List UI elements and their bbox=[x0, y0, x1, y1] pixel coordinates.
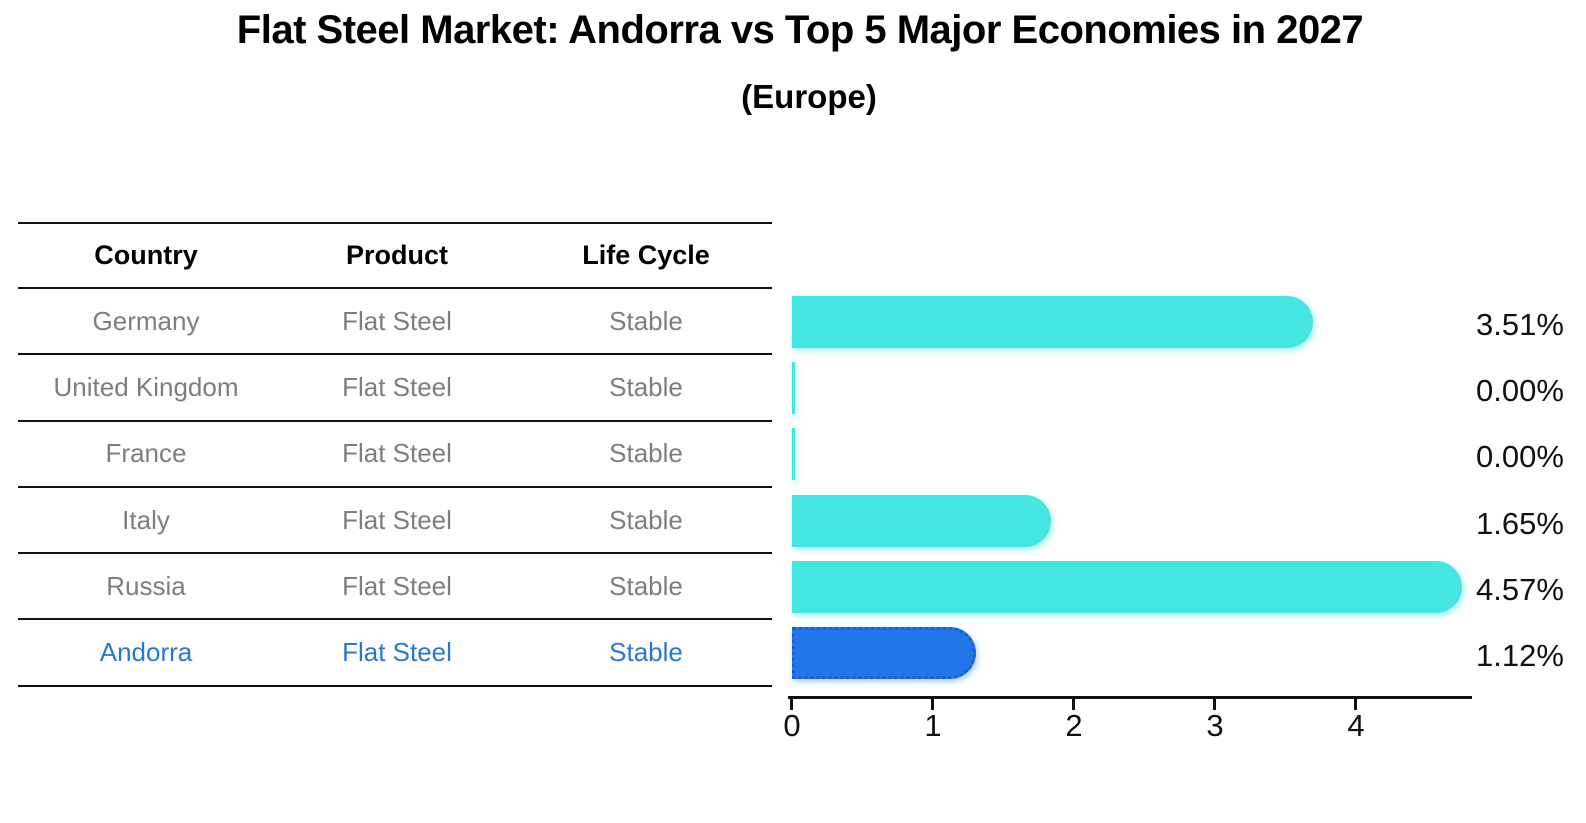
x-axis-tick-label: 2 bbox=[1065, 708, 1083, 743]
lifecycle-cell: Stable bbox=[609, 570, 683, 601]
bar-italy bbox=[792, 495, 1051, 547]
bar-russia bbox=[792, 561, 1463, 613]
x-axis-tick-label: 4 bbox=[1347, 708, 1365, 743]
product-cell: Flat Steel bbox=[342, 504, 452, 535]
table-row: France Flat Steel Stable bbox=[18, 422, 772, 488]
lifecycle-cell: Stable bbox=[609, 371, 683, 402]
product-cell: Flat Steel bbox=[342, 305, 452, 336]
x-axis-line bbox=[788, 696, 1472, 699]
table-row: Italy Flat Steel Stable bbox=[18, 488, 772, 555]
country-cell: Russia bbox=[106, 570, 186, 601]
bar-france bbox=[792, 428, 795, 480]
x-axis-tick-label: 1 bbox=[924, 708, 942, 743]
lifecycle-cell: Stable bbox=[609, 504, 683, 535]
product-cell: Flat Steel bbox=[342, 371, 452, 402]
country-cell: Andorra bbox=[99, 637, 193, 668]
product-cell: Flat Steel bbox=[342, 637, 452, 668]
bar-united-kingdom bbox=[792, 362, 795, 414]
country-cell: United Kingdom bbox=[53, 371, 239, 402]
table-row: Russia Flat Steel Stable bbox=[18, 554, 772, 621]
bar-andorra bbox=[792, 627, 976, 679]
header-cell-product: Product bbox=[345, 240, 448, 270]
value-label: 4.57% bbox=[1476, 572, 1564, 607]
x-axis-tick-label: 3 bbox=[1206, 708, 1224, 743]
chart-title: Flat Steel Market: Andorra vs Top 5 Majo… bbox=[236, 8, 1364, 52]
country-cell: France bbox=[105, 438, 187, 469]
lifecycle-cell: Stable bbox=[609, 637, 683, 668]
x-axis-tick bbox=[1354, 699, 1357, 710]
header-cell-country: Country bbox=[94, 240, 198, 270]
lifecycle-cell: Stable bbox=[609, 305, 683, 336]
x-axis-tick bbox=[790, 699, 793, 710]
table-row: United Kingdom Flat Steel Stable bbox=[18, 355, 772, 422]
x-axis-tick bbox=[931, 699, 934, 710]
table-header-row: Country Product Life Cycle bbox=[18, 224, 772, 289]
value-label: 0.00% bbox=[1476, 373, 1564, 408]
value-label: 3.51% bbox=[1476, 307, 1564, 342]
country-table: Country Product Life Cycle Germany Flat … bbox=[18, 222, 772, 687]
lifecycle-cell: Stable bbox=[609, 438, 683, 469]
value-label: 1.12% bbox=[1476, 638, 1564, 673]
bar-germany bbox=[792, 296, 1313, 348]
chart-subtitle: (Europe) bbox=[741, 78, 877, 115]
product-cell: Flat Steel bbox=[342, 570, 452, 601]
header-cell-life-cycle: Life Cycle bbox=[582, 240, 710, 270]
table-row-andorra: Andorra Flat Steel Stable bbox=[18, 620, 772, 684]
x-axis-tick bbox=[1213, 699, 1216, 710]
value-label: 0.00% bbox=[1476, 439, 1564, 474]
x-axis-tick bbox=[1072, 699, 1075, 710]
table-row: Germany Flat Steel Stable bbox=[18, 289, 772, 356]
product-cell: Flat Steel bbox=[342, 438, 452, 469]
x-axis-tick-label: 0 bbox=[783, 708, 801, 743]
country-cell: Italy bbox=[122, 504, 170, 535]
country-cell: Germany bbox=[92, 305, 200, 336]
value-label: 1.65% bbox=[1476, 506, 1564, 541]
